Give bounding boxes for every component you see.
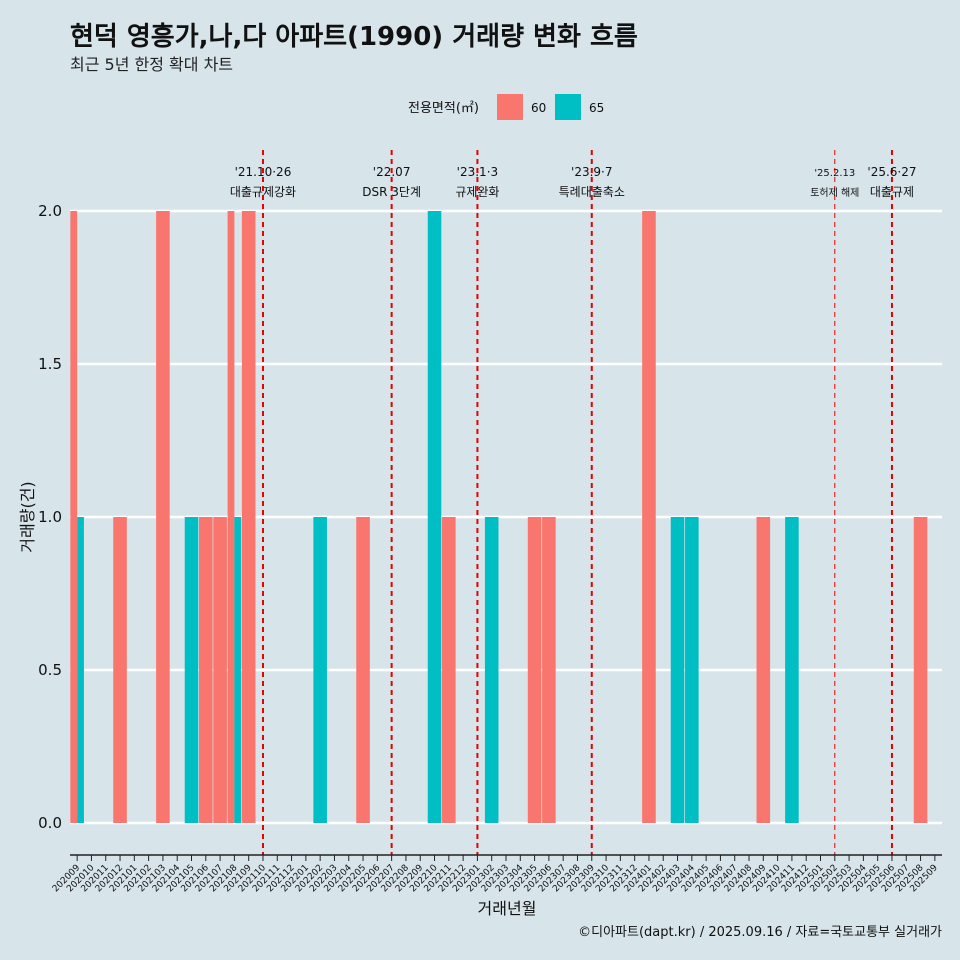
bar-60-202409 bbox=[756, 517, 771, 823]
bar-65-202404 bbox=[685, 517, 699, 823]
event-date-202207: '22.07 bbox=[373, 165, 411, 179]
bar-60-202012 bbox=[113, 517, 127, 823]
legend-label-65: 65 bbox=[589, 101, 604, 115]
bar-65-202202 bbox=[313, 517, 327, 823]
bar-60-202205 bbox=[356, 517, 370, 823]
bar-65-202411 bbox=[785, 517, 799, 823]
y-tick-label: 2.0 bbox=[38, 202, 62, 220]
bar-60-202009 bbox=[70, 211, 78, 823]
y-tick-label: 0.5 bbox=[38, 661, 62, 679]
bar-60-202109 bbox=[241, 211, 256, 823]
event-label-202502: 토허제 해제 bbox=[810, 186, 859, 199]
y-tick-label: 0.0 bbox=[38, 814, 62, 832]
bar-60-202401 bbox=[642, 211, 656, 823]
bar-65-202210 bbox=[427, 211, 442, 823]
legend-swatch-60 bbox=[497, 94, 523, 120]
legend-title: 전용면적(㎡) bbox=[408, 101, 479, 116]
x-axis-label: 거래년월 bbox=[478, 899, 537, 918]
event-label-202506: 대출규제 bbox=[870, 185, 914, 199]
event-date-202309: '23.9·7 bbox=[571, 165, 612, 179]
event-label-202110: 대출규제강화 bbox=[230, 185, 296, 199]
event-date-202301: '23.1·3 bbox=[457, 165, 498, 179]
y-axis-label: 거래량(건) bbox=[18, 481, 37, 552]
chart-subtitle: 최근 5년 한정 확대 차트 bbox=[70, 55, 233, 74]
event-label-202207: DSR 3단계 bbox=[362, 185, 421, 199]
y-tick-label: 1.5 bbox=[38, 355, 62, 373]
bar-60-202103 bbox=[156, 211, 170, 823]
event-label-202301: 규제완화 bbox=[455, 185, 499, 199]
event-date-202506: '25.6·27 bbox=[867, 165, 916, 179]
bar-60-202108 bbox=[227, 211, 235, 823]
y-tick-label: 1.0 bbox=[38, 508, 62, 526]
chart-title: 현덕 영흥가,나,다 아파트(1990) 거래량 변화 흐름 bbox=[70, 22, 638, 52]
event-lines: '21.10·26 대출규제강화 '22.07 DSR 3단계 '23.1·3 규제완화 '… bbox=[230, 150, 917, 855]
bar-65-202108 bbox=[234, 517, 242, 823]
bar-65-202302 bbox=[484, 517, 499, 823]
bar-60-202107 bbox=[213, 517, 227, 823]
bar-60-202306 bbox=[542, 517, 556, 823]
bar-65-202009 bbox=[77, 517, 84, 823]
y-axis-ticks: 0.0 0.5 1.0 1.5 2.0 bbox=[38, 202, 62, 832]
bar-65-202403 bbox=[670, 517, 685, 823]
legend-label-60: 60 bbox=[531, 101, 546, 115]
event-date-202502: '25.2.13 bbox=[814, 168, 855, 179]
legend: 전용면적(㎡) 60 65 bbox=[408, 94, 604, 120]
bar-60-202305 bbox=[527, 517, 542, 823]
event-label-202309: 특례대출축소 bbox=[559, 185, 625, 199]
bar-60-202508 bbox=[913, 517, 928, 823]
legend-swatch-65 bbox=[555, 94, 581, 120]
bars bbox=[70, 211, 928, 823]
event-date-202110: '21.10·26 bbox=[235, 165, 292, 179]
caption: ©디아파트(dapt.kr) / 2025.09.16 / 자료=국토교통부 실… bbox=[578, 925, 942, 940]
bar-60-202106 bbox=[199, 517, 213, 823]
bar-65-202105 bbox=[184, 517, 199, 823]
bar-60-202211 bbox=[442, 517, 456, 823]
